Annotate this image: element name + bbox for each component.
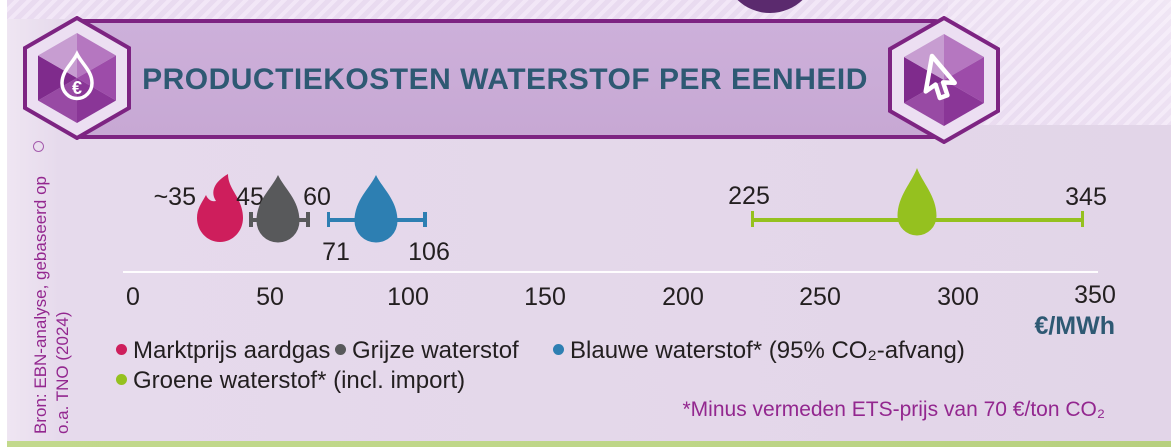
legend-label-blauw: Blauwe waterstof* (95% CO₂-afvang) xyxy=(570,337,965,364)
flame-icon xyxy=(197,174,243,242)
whisker-cap-right-groen xyxy=(1080,211,1084,227)
tick-250: 250 xyxy=(799,283,841,311)
whisker-cap-right-grijs xyxy=(306,212,310,227)
range-max-label-groen: 345 xyxy=(1065,183,1107,211)
legend-bullet-groen xyxy=(116,374,127,385)
legend-label-groen: Groene waterstof* (incl. import) xyxy=(133,367,466,394)
source-line-2: o.a. TNO (2024) xyxy=(53,311,72,434)
cursor-icon xyxy=(923,53,957,101)
droplet-icon-grijs xyxy=(256,175,300,243)
range-max-label-blauw: 106 xyxy=(408,238,450,266)
source-line-1: Bron: EBN-analyse, gebaseerd op xyxy=(31,176,50,434)
value-label-aardgas: ~35 xyxy=(153,183,196,211)
hexagon-badge-right[interactable] xyxy=(882,16,1006,144)
tick-100: 100 xyxy=(387,283,429,311)
axis-unit-label: €/MWh xyxy=(1034,312,1115,340)
tick-150: 150 xyxy=(524,283,566,311)
legend-bullet-blauw xyxy=(553,344,564,355)
range-min-label-blauw: 71 xyxy=(322,238,350,266)
legend-bullet-aardgas xyxy=(116,344,127,355)
legend-label-aardgas: Marktprijs aardgas xyxy=(133,337,331,364)
hexagon-facets xyxy=(38,33,116,123)
droplet-icon-groen xyxy=(897,168,937,236)
range-max-label-grijs: 60 xyxy=(303,183,331,211)
range-min-label-groen: 225 xyxy=(728,182,770,210)
x-axis-line xyxy=(123,271,1098,273)
hexagon-badge-left: € xyxy=(23,16,131,140)
whisker-cap-left-blauw xyxy=(326,212,330,227)
legend-bullet-grijs xyxy=(335,344,346,355)
tick-0: 0 xyxy=(126,283,140,311)
bottom-green-bar xyxy=(7,441,1171,447)
droplet-icon-blauw xyxy=(354,175,398,243)
whisker-cap-left-grijs xyxy=(249,212,253,227)
legend-label-grijs: Grijze waterstof xyxy=(352,337,519,364)
footnote: *Minus vermeden ETS-prijs van 70 €/ton C… xyxy=(682,398,1106,421)
whisker-cap-right-blauw xyxy=(423,212,427,227)
hexagon-facets xyxy=(904,34,984,126)
source-note: Bron: EBN-analyse, gebaseerd op o.a. TNO… xyxy=(30,146,74,434)
tick-200: 200 xyxy=(662,283,704,311)
tick-350: 350 xyxy=(1074,281,1116,309)
euro-symbol: € xyxy=(72,78,82,98)
euro-droplet-icon xyxy=(60,50,94,101)
circle-decoration xyxy=(33,141,44,152)
page-title: PRODUCTIEKOSTEN WATERSTOF PER EENHEID xyxy=(142,63,868,96)
striped-band-top xyxy=(7,0,1171,19)
tick-50: 50 xyxy=(256,283,284,311)
whisker-cap-left-groen xyxy=(750,211,754,227)
left-white-edge xyxy=(0,0,7,447)
tick-300: 300 xyxy=(937,283,979,311)
